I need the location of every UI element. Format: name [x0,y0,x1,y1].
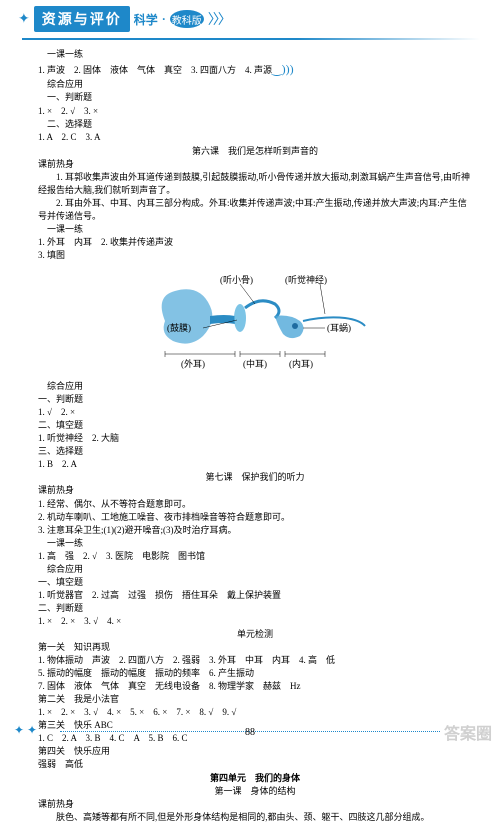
heading: 第一关 知识再现 [38,641,472,654]
heading: 课前热身 [38,484,472,497]
header-subject: 科学 [134,11,158,28]
page-header: ✦ 资源与评价 科学 · 教科版 〉〉〉 [0,0,500,38]
soundwave-icon: ‿))) [272,62,294,76]
diagram-label: (内耳) [289,358,313,371]
diagram-label: (听觉神经) [285,274,327,287]
text-line: 1. 高 强 2. √ 3. 医院 电影院 图书馆 [38,550,472,563]
paragraph: 2. 耳由外耳、中耳、内耳三部分构成。外耳:收集并传递声波;中耳:产生振动,传递… [38,197,472,223]
heading: 综合应用 [38,380,472,393]
heading: 综合应用 [38,78,472,91]
page-content: 一课一练 1. 声波 2. 固体 液体 气体 真空 3. 四面八方 4. 声源‿… [0,40,500,824]
lesson-title: 第一课 身体的结构 [38,785,472,798]
header-edition: 教科版 [170,10,204,28]
heading: 二、选择题 [38,118,472,131]
text-line: 1. B 2. A [38,458,472,471]
ear-diagram: (听小骨) (听觉神经) (耳蜗) (鼓膜) (外耳) (中耳) (内耳) [125,266,385,376]
watermark: 答案圈 [444,720,492,744]
text-line: 1. √ 2. × [38,406,472,419]
text: 1. 声波 2. 固体 液体 气体 真空 3. 四面八方 4. 声源 [38,65,272,75]
diagram-label: (听小骨) [220,274,253,287]
text-line: 7. 固体 液体 气体 真空 无线电设备 8. 物理学家 赫兹 Hz [38,680,472,693]
text-line: 1. × 2. × 3. √ 4. × [38,615,472,628]
header-title: 资源与评价 [34,6,130,32]
heading: 一课一练 [38,48,472,61]
heading: 课前热身 [38,158,472,171]
heading: 课前热身 [38,798,472,811]
heading: 一课一练 [38,537,472,550]
text-line: 3. 注意耳朵卫生;(1)(2)避开噪音;(3)及时治疗耳病。 [38,524,472,537]
text-line: 1. 听觉器官 2. 过高 过强 损伤 捂住耳朵 戴上保护装置 [38,589,472,602]
text-line: 1. A 2. C 3. A [38,131,472,144]
heading: 二、判断题 [38,602,472,615]
diagram-label: (耳蜗) [327,322,351,335]
heading: 第二关 我是小法官 [38,693,472,706]
star-icon: ✦ [18,11,30,28]
text-line: 5. 振动的幅度 振动的幅度 振动的频率 6. 产生振动 [38,667,472,680]
heading: 一、判断题 [38,91,472,104]
heading: 一课一练 [38,223,472,236]
diagram-label: (外耳) [181,358,205,371]
unit4-title: 第四单元 我们的身体 [38,772,472,785]
heading: 一、判断题 [38,393,472,406]
heading: 三、选择题 [38,445,472,458]
text-line: 1. 经常、偶尔、从不等符合题意即可。 [38,498,472,511]
text-line: 1. × 2. × 3. √ 4. × 5. × 6. × 7. × 8. √ … [38,706,472,719]
diagram-label: (中耳) [243,358,267,371]
lesson-title: 第七课 保护我们的听力 [38,471,472,484]
text-line: 3. 填图 [38,249,472,262]
heading: 一、填空题 [38,576,472,589]
page-number: 88 [0,727,500,738]
text-line: 1. 物体振动 声波 2. 四面八方 2. 强弱 3. 外耳 中耳 内耳 4. … [38,654,472,667]
paragraph: 1. 耳郭收集声波由外耳道传递到鼓膜,引起鼓膜振动,听小骨传递并放大振动,刺激耳… [38,171,472,197]
text-line: 1. 外耳 内耳 2. 收集并传递声波 [38,236,472,249]
text-line: 2. 机动车喇叭、工地施工噪音、夜市排档噪音等符合题意即可。 [38,511,472,524]
header-arrows: 〉〉〉 [208,9,230,29]
diagram-label: (鼓膜) [167,322,191,335]
unit-title: 单元检测 [38,628,472,641]
text-line: 肤色、高矮等都有所不同,但是外形身体结构是相同的,都由头、颈、躯干、四肢这几部分… [38,811,472,824]
heading: 二、填空题 [38,419,472,432]
text-line: 强弱 高低 [38,758,472,771]
heading: 第四关 快乐应用 [38,745,472,758]
lesson-title: 第六课 我们是怎样听到声音的 [38,145,472,158]
dot-icon: · [162,12,166,27]
text-line: 1. × 2. √ 3. × [38,105,472,118]
heading: 综合应用 [38,563,472,576]
text-line: 1. 听觉神经 2. 大脑 [38,432,472,445]
text-line: 1. 声波 2. 固体 液体 气体 真空 3. 四面八方 4. 声源‿))) [38,61,472,78]
